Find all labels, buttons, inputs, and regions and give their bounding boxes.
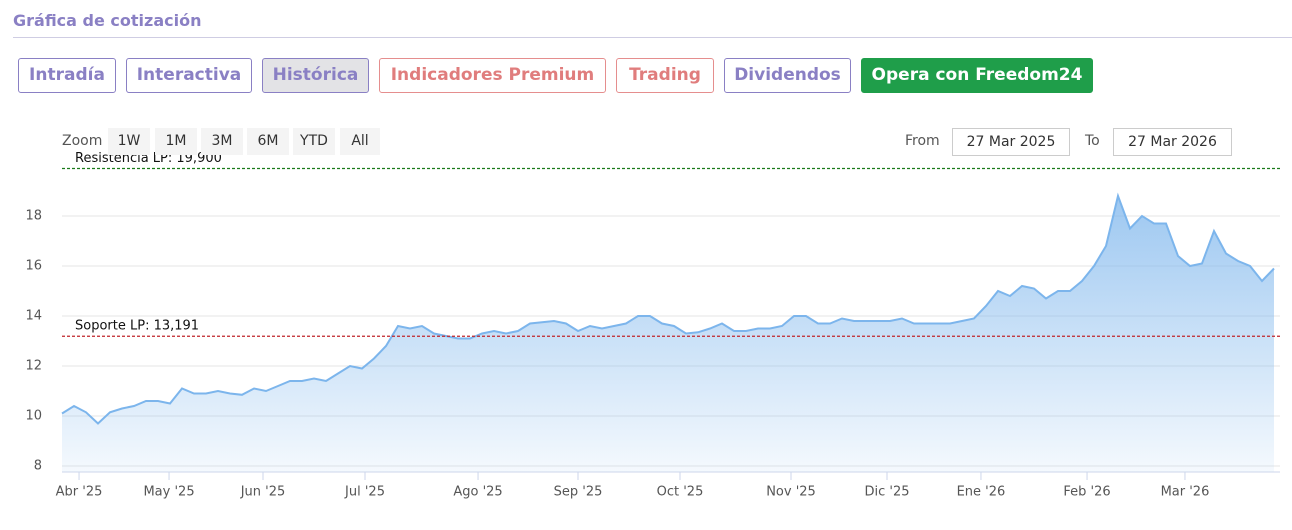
x-tick-label: Abr '25 xyxy=(56,485,103,500)
tab[interactable]: Histórica xyxy=(262,58,369,93)
x-tick-label: Ene '26 xyxy=(957,485,1006,500)
x-tick-label: Sep '25 xyxy=(554,485,603,500)
tab[interactable]: Intradía xyxy=(18,58,116,93)
zoom-button[interactable]: 1W xyxy=(108,128,150,155)
reference-label: Soporte LP: 13,191 xyxy=(75,319,199,334)
cta-button[interactable]: Opera con Freedom24 xyxy=(861,58,1093,93)
zoom-button[interactable]: YTD xyxy=(293,128,335,155)
zoom-button[interactable]: 3M xyxy=(201,128,243,155)
tab[interactable]: Dividendos xyxy=(724,58,851,93)
x-tick-label: Feb '26 xyxy=(1063,485,1110,500)
x-tick-label: Mar '26 xyxy=(1161,485,1210,500)
from-label: From xyxy=(905,133,940,149)
tab[interactable]: Indicadores Premium xyxy=(379,58,606,93)
x-tick-label: Dic '25 xyxy=(864,485,909,500)
zoom-button[interactable]: 1M xyxy=(155,128,197,155)
y-tick-label: 18 xyxy=(25,209,42,224)
section-title: Gráfica de cotización xyxy=(13,11,202,30)
to-input[interactable]: 27 Mar 2026 xyxy=(1113,128,1232,156)
y-tick-label: 8 xyxy=(34,459,42,474)
x-tick-label: Jul '25 xyxy=(344,485,385,500)
divider xyxy=(13,37,1292,38)
x-tick-label: Jun '25 xyxy=(240,485,286,500)
zoom-button[interactable]: 6M xyxy=(247,128,289,155)
y-tick-label: 10 xyxy=(25,409,42,424)
y-tick-label: 12 xyxy=(25,359,42,374)
zoom-label: Zoom xyxy=(62,133,103,149)
x-tick-label: Ago '25 xyxy=(453,485,502,500)
x-tick-label: Nov '25 xyxy=(766,485,816,500)
y-tick-label: 16 xyxy=(25,259,42,274)
to-label: To xyxy=(1085,133,1100,149)
y-tick-label: 14 xyxy=(25,309,42,324)
x-tick-label: May '25 xyxy=(143,485,194,500)
x-tick-label: Oct '25 xyxy=(657,485,704,500)
from-input[interactable]: 27 Mar 2025 xyxy=(952,128,1070,156)
tab[interactable]: Interactiva xyxy=(126,58,252,93)
tab[interactable]: Trading xyxy=(616,58,714,93)
price-line xyxy=(61,192,1275,425)
zoom-button[interactable]: All xyxy=(340,128,380,155)
area-fill xyxy=(62,196,1274,472)
